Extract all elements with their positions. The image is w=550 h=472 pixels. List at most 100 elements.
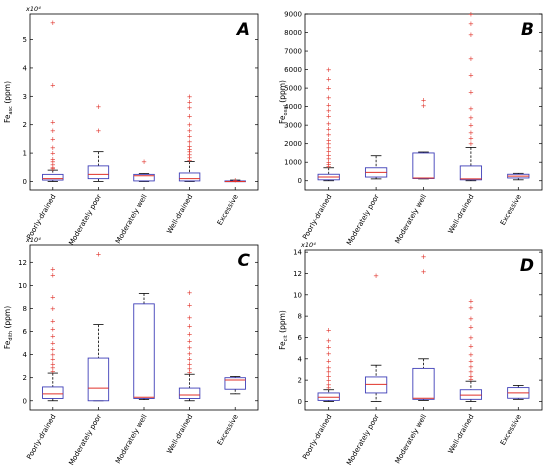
- outlier-point: +: [468, 315, 474, 323]
- outlier-point: +: [50, 367, 56, 375]
- outlier-point: +: [187, 145, 193, 153]
- y-axis-label: Fedith (ppm): [3, 306, 14, 349]
- outlier-point: +: [187, 302, 193, 310]
- outlier-point: +: [141, 158, 147, 166]
- y-tick-label: 8: [298, 313, 302, 321]
- box-0: +++++++++++++++++++Poorly-drained: [301, 66, 340, 241]
- outlier-point: +: [326, 350, 332, 358]
- category-label: Moderately well: [394, 193, 429, 245]
- outlier-point: +: [326, 159, 332, 167]
- outlier-point: +: [187, 360, 193, 368]
- plot-frame: [29, 244, 259, 411]
- y-exponent-label: x10⁴: [25, 236, 41, 244]
- outlier-point: +: [326, 120, 332, 128]
- outlier-point: +: [326, 377, 332, 385]
- outlier-point: +: [326, 131, 332, 139]
- category-label: Poorly-drained: [301, 413, 333, 461]
- y-tick-label: 8: [23, 305, 27, 313]
- outlier-point: +: [50, 158, 56, 166]
- outlier-point: +: [187, 368, 193, 376]
- box-1: + + Moderately poor: [67, 103, 110, 247]
- outlier-point: +: [50, 333, 56, 341]
- category-label: Poorly-drained: [301, 193, 333, 241]
- iqr-box: [178, 172, 201, 182]
- outlier-point: +: [187, 322, 193, 330]
- outlier-point: +: [50, 165, 56, 173]
- outlier-point: +: [187, 133, 193, 141]
- iqr-box: [459, 165, 483, 181]
- outlier-point: +: [95, 103, 101, 111]
- box-1: Moderately poor: [345, 155, 388, 247]
- outlier-point: +: [468, 363, 474, 371]
- outlier-point: +: [187, 356, 193, 364]
- outlier-point: +: [373, 272, 379, 280]
- y-tick-label: 0: [298, 177, 302, 185]
- y-tick-label: 4000: [284, 103, 302, 111]
- category-label: Moderately poor: [345, 413, 381, 467]
- outlier-point: +: [326, 357, 332, 365]
- outlier-point: +: [468, 135, 474, 143]
- category-label: Moderately poor: [67, 193, 103, 247]
- outlier-point: +: [468, 129, 474, 137]
- y-tick-label: 6: [23, 328, 28, 336]
- outlier-point: +: [187, 104, 193, 112]
- outlier-point: +: [50, 340, 56, 348]
- box-4: Excessive: [499, 172, 530, 227]
- outlier-point: +: [468, 351, 474, 359]
- panel-letter: D: [520, 256, 534, 276]
- outlier-point: +: [326, 162, 332, 170]
- outlier-point: +: [421, 268, 427, 276]
- outlier-point: +: [326, 107, 332, 115]
- outlier-point: +: [50, 360, 56, 368]
- outlier-point: +: [326, 337, 332, 345]
- outlier-point: +: [187, 350, 193, 358]
- outlier-point: +: [326, 372, 332, 380]
- iqr-box: [87, 165, 110, 180]
- outlier-point: +: [187, 138, 193, 146]
- outlier-point: +: [187, 113, 193, 121]
- category-label: Poorly-drained: [25, 413, 57, 461]
- y-tick-label: 12: [293, 270, 302, 278]
- iqr-box: [42, 173, 64, 181]
- outlier-point: +: [326, 327, 332, 335]
- outlier-point: +: [326, 144, 332, 152]
- outlier-point: +: [50, 293, 56, 301]
- outlier-point: +: [326, 75, 332, 83]
- outlier-point: +: [187, 337, 193, 345]
- outlier-point: +: [468, 357, 474, 365]
- outlier-point: +: [50, 318, 56, 326]
- y-axis-label: Feasc (ppm): [3, 81, 14, 123]
- outlier-point: +: [187, 314, 193, 322]
- outlier-point: +: [421, 97, 427, 105]
- outlier-point: +: [50, 127, 56, 135]
- outlier-point: +: [468, 368, 474, 376]
- outlier-point: +: [50, 150, 56, 158]
- y-tick-label: 2: [23, 121, 27, 129]
- outlier-point: +: [326, 161, 332, 169]
- box-2: ++ Moderately well: [394, 97, 435, 245]
- outlier-point: +: [187, 148, 193, 156]
- iqr-box: [412, 152, 435, 179]
- outlier-point: +: [326, 125, 332, 133]
- box-0: +++++++++++Poorly-drained: [301, 327, 340, 461]
- outlier-point: +: [326, 101, 332, 109]
- outlier-point: +: [326, 148, 332, 156]
- category-label: Excessive: [499, 193, 523, 227]
- box-3: ++++++++++++++Well-drained: [165, 93, 201, 235]
- y-tick-label: 14: [293, 249, 302, 257]
- outlier-point: +: [326, 384, 332, 392]
- panel-letter: C: [238, 251, 251, 271]
- panel-letter: B: [521, 20, 534, 40]
- outlier-point: +: [326, 140, 332, 148]
- outlier-point: +: [326, 136, 332, 144]
- outlier-point: +: [50, 155, 56, 163]
- y-tick-label: 6: [298, 334, 303, 342]
- y-tick-label: 6000: [284, 66, 302, 74]
- outlier-point: +: [468, 88, 474, 96]
- category-label: Moderately poor: [67, 413, 103, 467]
- y-axis-label: Feoxal (ppm): [278, 80, 289, 124]
- y-tick-label: 3000: [284, 122, 302, 130]
- outlier-point: +: [50, 345, 56, 353]
